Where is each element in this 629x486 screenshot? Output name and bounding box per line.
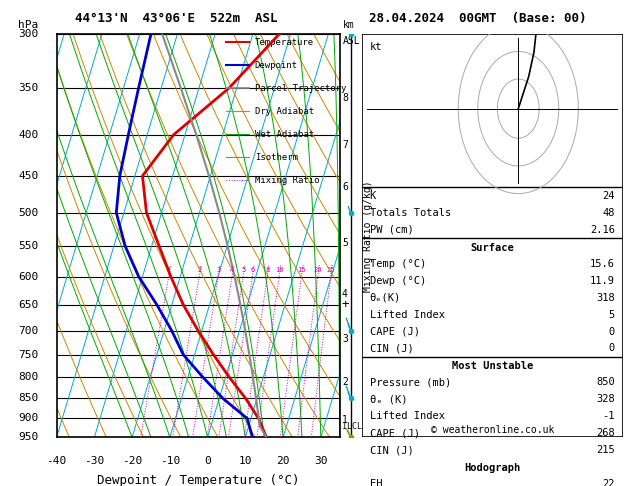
Text: 30: 30 [314,455,328,466]
Text: CIN (J): CIN (J) [369,445,413,455]
Text: Isotherm: Isotherm [255,153,298,161]
Text: 800: 800 [18,372,38,382]
Text: Dewpoint / Temperature (°C): Dewpoint / Temperature (°C) [97,474,299,486]
Text: 11.9: 11.9 [590,276,615,286]
Text: 6: 6 [342,182,348,192]
Text: -1: -1 [603,411,615,421]
Text: Parcel Trajectory: Parcel Trajectory [255,84,346,92]
Text: 3: 3 [342,334,348,345]
Text: θₑ(K): θₑ(K) [369,293,401,303]
Text: Most Unstable: Most Unstable [452,361,533,371]
Text: CIN (J): CIN (J) [369,344,413,353]
Text: 25: 25 [326,267,335,273]
Text: 850: 850 [18,394,38,403]
Text: 650: 650 [18,299,38,310]
Text: 8: 8 [342,93,348,103]
Text: 20: 20 [276,455,290,466]
Text: 28.04.2024  00GMT  (Base: 00): 28.04.2024 00GMT (Base: 00) [369,12,587,25]
Text: K: K [369,191,376,201]
Text: 4: 4 [342,289,348,299]
Text: Lifted Index: Lifted Index [369,411,445,421]
Text: Pressure (mb): Pressure (mb) [369,377,451,387]
Text: Surface: Surface [470,243,514,253]
Text: Wet Adiabat: Wet Adiabat [255,130,314,139]
Text: CAPE (J): CAPE (J) [369,327,420,336]
Text: Hodograph: Hodograph [464,463,520,473]
Text: 400: 400 [18,130,38,139]
Text: 550: 550 [18,241,38,251]
Text: kt: kt [369,42,382,52]
Text: 5: 5 [342,238,348,248]
Text: 24: 24 [603,191,615,201]
Text: 5: 5 [609,310,615,320]
Text: θₑ (K): θₑ (K) [369,394,407,404]
Text: 328: 328 [596,394,615,404]
Text: 300: 300 [18,29,38,39]
Text: 48: 48 [603,208,615,218]
Text: 850: 850 [596,377,615,387]
Text: 5: 5 [241,267,245,273]
Text: PW (cm): PW (cm) [369,225,413,235]
Text: Dry Adiabat: Dry Adiabat [255,106,314,116]
Text: Totals Totals: Totals Totals [369,208,451,218]
Text: Mixing Ratio (g/kg): Mixing Ratio (g/kg) [363,180,373,292]
Text: Dewpoint: Dewpoint [255,61,298,69]
Text: 900: 900 [18,414,38,423]
Text: 20: 20 [313,267,322,273]
Text: Mixing Ratio: Mixing Ratio [255,175,320,185]
Text: -40: -40 [47,455,67,466]
Text: 450: 450 [18,171,38,181]
Text: 500: 500 [18,208,38,218]
Text: 22: 22 [603,479,615,486]
Text: 318: 318 [596,293,615,303]
Text: 0: 0 [204,455,211,466]
Text: 1: 1 [342,416,348,425]
Text: 750: 750 [18,349,38,360]
Text: 600: 600 [18,272,38,281]
Text: -20: -20 [122,455,142,466]
Text: 2.16: 2.16 [590,225,615,235]
Text: 350: 350 [18,83,38,93]
Text: -30: -30 [84,455,104,466]
Text: 3: 3 [216,267,220,273]
Text: 10: 10 [238,455,252,466]
Text: 6: 6 [250,267,255,273]
Text: 0: 0 [609,327,615,336]
Text: Lifted Index: Lifted Index [369,310,445,320]
Text: 10: 10 [275,267,284,273]
Text: 700: 700 [18,326,38,335]
Text: 2: 2 [197,267,201,273]
Text: 44°13'N  43°06'E  522m  ASL: 44°13'N 43°06'E 522m ASL [75,12,277,25]
Text: +: + [341,298,348,311]
Text: 2: 2 [342,377,348,386]
Text: 15: 15 [298,267,306,273]
Text: 8: 8 [265,267,269,273]
Text: © weatheronline.co.uk: © weatheronline.co.uk [430,425,554,435]
Text: 1: 1 [167,267,171,273]
Text: 4: 4 [230,267,234,273]
Text: 950: 950 [18,433,38,442]
Text: Dewp (°C): Dewp (°C) [369,276,426,286]
Text: 1LCL: 1LCL [342,422,362,431]
Text: 15.6: 15.6 [590,259,615,269]
Text: Temperature: Temperature [255,37,314,47]
Text: km: km [343,20,354,30]
Text: EH: EH [369,479,382,486]
Text: hPa: hPa [18,20,38,30]
Text: 268: 268 [596,428,615,438]
Text: -10: -10 [160,455,180,466]
Text: Temp (°C): Temp (°C) [369,259,426,269]
Text: 0: 0 [609,344,615,353]
Text: 215: 215 [596,445,615,455]
Text: CAPE (J): CAPE (J) [369,428,420,438]
Text: ASL: ASL [343,36,360,46]
Text: 7: 7 [342,140,348,150]
